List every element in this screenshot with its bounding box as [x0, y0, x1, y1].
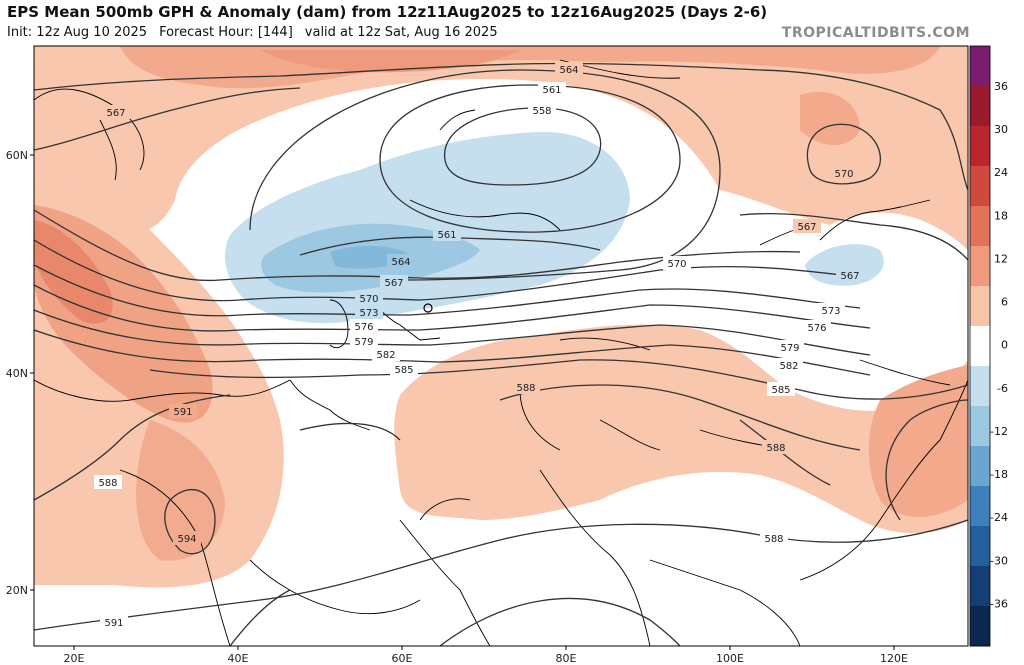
- contour-label: 561: [437, 230, 456, 241]
- colorbar-swatch: [970, 126, 990, 167]
- contour-label: 594: [177, 534, 196, 545]
- map-subtitle: Init: 12z Aug 10 2025 Forecast Hour: [144…: [7, 25, 510, 40]
- colorbar-swatch: [970, 86, 990, 127]
- negative-anomaly-east: [805, 244, 884, 286]
- positive-anomaly-north: [34, 46, 968, 250]
- contour-label: 570: [834, 169, 853, 180]
- colorbar-label: -36: [990, 597, 1008, 610]
- contour-label: 588: [764, 534, 783, 545]
- colorbar-label: 30: [994, 123, 1008, 136]
- colorbar-swatch: [970, 286, 990, 327]
- colorbar-label: -30: [990, 554, 1008, 567]
- contour-label: 567: [797, 222, 816, 233]
- contour-label: 588: [516, 383, 535, 394]
- colorbar-label: -24: [990, 511, 1008, 524]
- colorbar-label: 6: [1001, 296, 1008, 309]
- colorbar-swatch: [970, 46, 990, 87]
- colorbar-swatch: [970, 446, 990, 487]
- contour-label: 588: [766, 443, 785, 454]
- height-contours: [34, 62, 968, 646]
- contour-label: 591: [104, 618, 123, 629]
- colorbar-swatch: [970, 406, 990, 447]
- contour-label: 582: [779, 361, 798, 372]
- contour-label: 564: [391, 257, 410, 268]
- contour-label: 585: [394, 365, 413, 376]
- contour-label: 573: [821, 306, 840, 317]
- lat-label: 60N: [6, 149, 28, 162]
- contour-label: 570: [359, 294, 378, 305]
- colorbar-label: -18: [990, 468, 1008, 481]
- colorbar-swatch: [970, 326, 990, 367]
- map-frame: [33, 45, 969, 647]
- contour-label: 564: [559, 65, 578, 76]
- lon-label: 40E: [228, 652, 249, 665]
- contour-label: 561: [542, 85, 561, 96]
- colorbar-label: 18: [994, 209, 1008, 222]
- colorbar-swatch: [970, 526, 990, 567]
- init-time: Init: 12z Aug 10 2025: [7, 25, 148, 40]
- contour-label: 576: [354, 322, 373, 333]
- colorbar-swatch: [970, 566, 990, 607]
- valid-time: valid at 12z Sat, Aug 16 2025: [304, 25, 498, 40]
- contour-label: 567: [840, 271, 859, 282]
- contour-label: 558: [532, 106, 551, 117]
- colorbar-label: 0: [1001, 339, 1008, 352]
- contour-label: 585: [771, 385, 790, 396]
- colorbar-swatch: [970, 246, 990, 287]
- lon-label: 60E: [392, 652, 413, 665]
- colorbar-frame: [969, 45, 991, 647]
- contour-label: 567: [106, 108, 125, 119]
- colorbar-swatch: [970, 366, 990, 407]
- map-title: EPS Mean 500mb GPH & Anomaly (dam) from …: [7, 3, 768, 21]
- forecast-hour: Forecast Hour: [144]: [159, 25, 293, 40]
- contour-label: 576: [807, 323, 826, 334]
- contour-label: 579: [780, 343, 799, 354]
- colorbar-label: -12: [990, 425, 1008, 438]
- colorbar-swatch: [970, 166, 990, 207]
- contour-label: 573: [359, 308, 378, 319]
- lat-label: 20N: [6, 584, 28, 597]
- contour-label: 567: [384, 278, 403, 289]
- longitude-axis: 20E 40E 60E 80E 100E 120E: [64, 646, 908, 665]
- colorbar-label: 24: [994, 166, 1008, 179]
- lat-label: 40N: [6, 367, 28, 380]
- contour-label: 570: [667, 259, 686, 270]
- contour-label-layer: 564 561 558 567 570 561 564 567 570 573 …: [94, 62, 864, 629]
- lon-label: 80E: [556, 652, 577, 665]
- contour-label: 588: [98, 478, 117, 489]
- colorbar-swatch: [970, 606, 990, 647]
- positive-anomaly-central: [394, 324, 968, 534]
- contour-label: 579: [354, 337, 373, 348]
- latitude-axis: 60N 40N 20N: [6, 149, 34, 597]
- site-watermark: TROPICALTIDBITS.COM: [781, 25, 970, 41]
- colorbar-label: 36: [994, 80, 1008, 93]
- colorbar-label: 12: [994, 252, 1008, 265]
- colorbar-label: -6: [997, 382, 1008, 395]
- colorbar: 36 30 24 18 12 6 0 -6 -12 -18 -24 -30 -36: [969, 45, 1008, 647]
- contour-label: 582: [376, 350, 395, 361]
- anomaly-fill-layer: [34, 46, 968, 646]
- colorbar-swatch: [970, 486, 990, 527]
- colorbar-swatch: [970, 206, 990, 247]
- lon-label: 100E: [716, 652, 744, 665]
- lon-label: 20E: [64, 652, 85, 665]
- lon-label: 120E: [880, 652, 908, 665]
- contour-label: 591: [173, 407, 192, 418]
